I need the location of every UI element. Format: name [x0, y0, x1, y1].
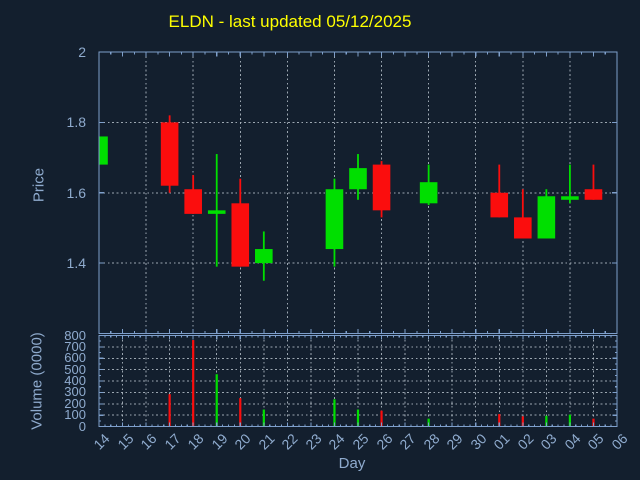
- price-tick-label: 1.8: [66, 114, 86, 131]
- price-tick-label: 2: [78, 44, 86, 60]
- volume-bar-day-20: [239, 398, 242, 427]
- x-axis-title: Day: [338, 455, 366, 472]
- candle-wick: [592, 164, 595, 200]
- candle-wick: [521, 189, 524, 239]
- candle-day-25: [349, 154, 367, 200]
- volume-bar-day-19: [215, 374, 218, 427]
- volume-bar-day-03: [545, 415, 548, 427]
- candle-body: [207, 210, 226, 214]
- candle-body: [419, 182, 438, 204]
- candle-day-04: [561, 164, 579, 204]
- candles-layer: [99, 115, 603, 281]
- volume-bar-day-02: [521, 416, 524, 427]
- candle-body: [514, 217, 532, 239]
- volume-bar-day-18: [192, 340, 195, 427]
- candle-day-21: [255, 231, 273, 281]
- volume-tick-label: 400: [64, 373, 86, 389]
- candle-day-20: [231, 178, 250, 267]
- candle-day-18: [184, 175, 202, 214]
- candle-day-28: [419, 164, 438, 206]
- volume-bar-day-04: [568, 414, 572, 427]
- candle-day-17: [160, 115, 179, 193]
- price-tick-label: 1.4: [66, 255, 86, 272]
- gridlines: [99, 52, 617, 427]
- volume-tick-label: 700: [64, 338, 86, 354]
- volume-tick-label: 200: [64, 395, 86, 411]
- volume-bar-day-01: [498, 414, 501, 427]
- volume-bar-day-24: [333, 399, 336, 427]
- candle-day-26: [372, 161, 391, 218]
- candle-wick: [569, 164, 571, 204]
- candle-day-02: [514, 189, 532, 239]
- candle-body: [99, 136, 108, 165]
- candle-body: [537, 196, 556, 239]
- volume-bars-layer: [168, 340, 595, 427]
- candle-body: [160, 122, 179, 186]
- volume-tick-label: 100: [64, 407, 86, 423]
- candle-body: [349, 168, 367, 190]
- price-tick-label: 1.6: [66, 184, 86, 201]
- candle-day-24: [325, 178, 344, 267]
- volume-bar-day-21: [262, 409, 265, 427]
- candle-body: [231, 203, 250, 267]
- volume-bar-day-17: [168, 394, 171, 427]
- candle-body: [325, 189, 344, 250]
- candle-body: [372, 164, 391, 211]
- volume-tick-label: 800: [64, 327, 86, 343]
- volume-tick-label: 600: [64, 350, 86, 366]
- candle-day-19: [207, 154, 226, 267]
- volume-tick-label: 0: [78, 418, 86, 434]
- candle-day-01: [490, 164, 509, 218]
- axes-spines-ticks: [98, 51, 618, 428]
- candle-body: [561, 196, 579, 200]
- candle-day-03: [537, 189, 556, 239]
- candle-body: [255, 249, 273, 264]
- candle-wick: [498, 164, 501, 218]
- volume-bar-day-25: [356, 409, 360, 427]
- volume-tick-label: 500: [64, 361, 86, 377]
- volume-bar-day-26: [380, 410, 383, 427]
- candle-day-05: [584, 164, 603, 200]
- chart-title: ELDN - last updated 05/12/2025: [168, 12, 412, 31]
- volume-tick-label: 300: [64, 384, 86, 400]
- candle-body: [184, 189, 202, 214]
- candle-body: [490, 192, 509, 218]
- candle-body: [584, 189, 603, 200]
